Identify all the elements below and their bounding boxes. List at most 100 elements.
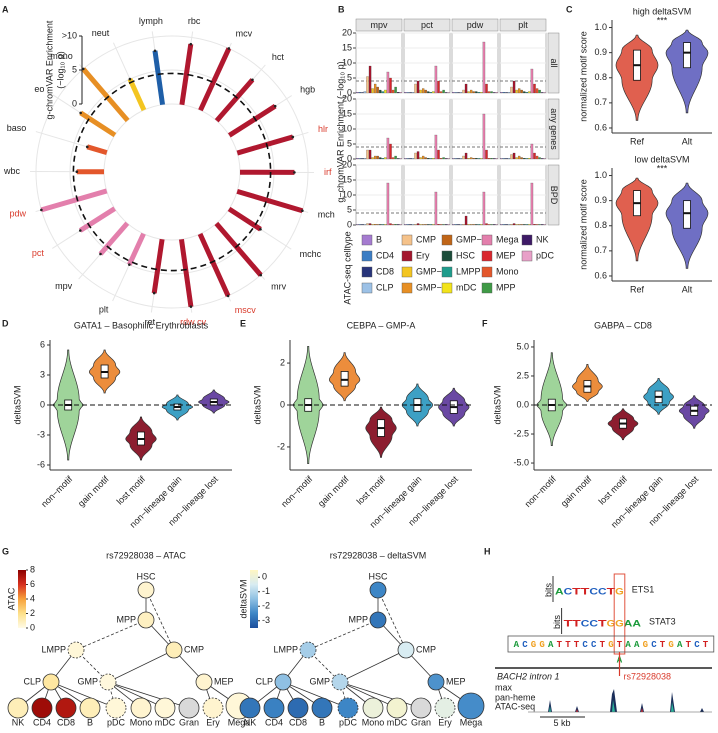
- bar: [465, 153, 467, 159]
- x-tick-label: non−motif: [523, 474, 559, 510]
- category-label: mch: [318, 210, 335, 220]
- bar: [508, 158, 510, 159]
- bar: [374, 84, 376, 93]
- bar: [488, 224, 490, 225]
- category-label: hgb: [300, 85, 315, 95]
- sequence-letter: A: [677, 640, 683, 650]
- y-tick-label: -6: [37, 459, 45, 469]
- sequence-letter: A: [625, 640, 631, 650]
- node-label: Mega: [460, 717, 483, 727]
- bar: [397, 92, 399, 93]
- y-tick-label: -5.0: [513, 457, 529, 467]
- bar: [536, 156, 538, 159]
- colorbar-tick-label: 6: [30, 579, 35, 589]
- bar: [200, 48, 228, 110]
- bar: [493, 224, 495, 225]
- bar: [372, 224, 374, 225]
- bar: [523, 224, 525, 225]
- tree-edge: [308, 620, 378, 650]
- legend-swatch: [482, 267, 492, 277]
- bar: [518, 89, 520, 94]
- category-label: mrv: [271, 282, 286, 292]
- bar: [503, 92, 505, 93]
- bar: [475, 158, 477, 159]
- bar: [409, 224, 411, 225]
- node-label: GMP: [77, 676, 98, 686]
- node-label: mDC: [155, 717, 176, 727]
- bar: [389, 224, 391, 226]
- sequence-letter: G: [668, 640, 673, 650]
- bar: [81, 113, 115, 135]
- x-tick-label: Alt: [682, 284, 693, 294]
- legend-swatch: [362, 251, 372, 261]
- bar: [544, 92, 546, 93]
- legend-label: CMP: [416, 234, 436, 244]
- bar: [356, 224, 358, 225]
- bar: [503, 158, 505, 159]
- tree-node: [240, 698, 260, 718]
- bar: [414, 224, 416, 225]
- bar: [364, 158, 366, 159]
- bar: [508, 92, 510, 93]
- y-tick-label: 20: [342, 27, 352, 37]
- bar: [485, 150, 487, 159]
- sequence-letter: T: [557, 640, 563, 650]
- colorbar-tick-label: 4: [30, 593, 35, 603]
- tree-node: [138, 582, 154, 598]
- category-label: hct: [272, 52, 285, 62]
- logo-ylabel: bits: [552, 615, 562, 630]
- bar: [366, 150, 368, 159]
- legend-swatch: [402, 283, 412, 293]
- sequence-letter: A: [634, 640, 640, 650]
- bar: [536, 89, 538, 94]
- bar: [237, 191, 302, 210]
- bar-tip: [301, 209, 304, 212]
- bar-tip: [79, 112, 82, 115]
- legend-label: MEP: [496, 250, 516, 260]
- grid-ring: [104, 104, 240, 240]
- legend-swatch: [442, 251, 452, 261]
- legend-label: mDC: [456, 282, 477, 292]
- bar: [541, 158, 543, 159]
- colorbar-tick-label: 2: [30, 608, 35, 618]
- bar: [531, 183, 533, 225]
- bar-tip: [76, 170, 79, 173]
- category-label: pdw: [10, 209, 27, 219]
- legend-swatch: [482, 235, 492, 245]
- tree-node: [435, 698, 455, 718]
- bar: [452, 92, 454, 93]
- bar: [387, 183, 389, 225]
- bar: [409, 158, 411, 159]
- bar: [455, 92, 457, 93]
- bar: [544, 158, 546, 159]
- node-label: Mono: [130, 717, 153, 727]
- bar: [445, 92, 447, 93]
- bar: [457, 158, 459, 159]
- bar: [523, 92, 525, 94]
- bar: [216, 224, 260, 276]
- tree-title: rs72928038 – deltaSVM: [330, 550, 427, 560]
- category-label: hlr: [318, 124, 328, 134]
- bar: [462, 90, 464, 93]
- bar: [389, 78, 391, 93]
- bar: [130, 79, 144, 110]
- scale-tick-label: 5: [72, 64, 77, 74]
- bar: [379, 224, 381, 225]
- bar: [533, 224, 535, 225]
- bar: [404, 158, 406, 159]
- bar: [417, 224, 419, 226]
- tree-node: [428, 674, 444, 690]
- legend-swatch: [402, 235, 412, 245]
- logo-letter: G: [615, 586, 624, 596]
- y-tick-label: -2.5: [513, 428, 529, 438]
- bar: [427, 158, 429, 159]
- sequence-letter: A: [514, 640, 520, 650]
- bar: [425, 224, 427, 225]
- bar: [448, 158, 450, 159]
- bar: [420, 224, 422, 225]
- tree-node: [179, 698, 199, 718]
- bar: [510, 155, 512, 160]
- bar: [465, 84, 467, 93]
- box: [684, 201, 691, 229]
